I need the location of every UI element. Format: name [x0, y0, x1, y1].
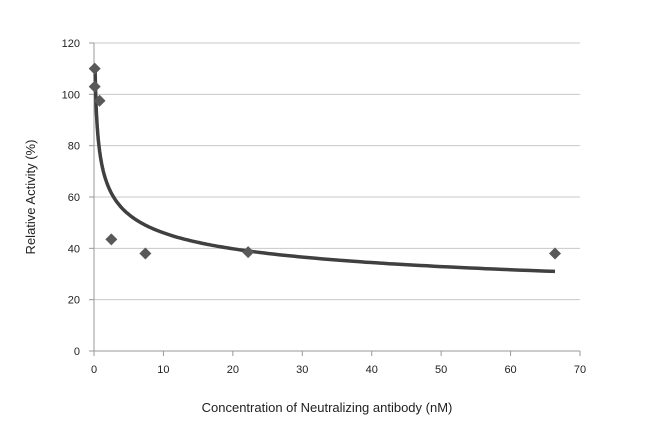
data-point — [93, 94, 106, 107]
x-axis-label: Concentration of Neutralizing antibody (… — [202, 400, 453, 415]
y-tick-label: 20 — [68, 295, 80, 307]
y-tick-label: 60 — [68, 192, 80, 204]
x-tick-label: 30 — [296, 364, 308, 376]
x-tick-label: 10 — [157, 364, 169, 376]
data-point — [88, 62, 101, 75]
tick-labels: 0 20 40 60 80 100 120 0 10 20 30 40 50 60 70 — [62, 38, 586, 376]
x-tick-label: 20 — [227, 364, 239, 376]
x-tick-label: 0 — [91, 364, 97, 376]
gridlines — [94, 42, 580, 301]
x-tick-label: 40 — [366, 364, 378, 376]
y-tick-label: 0 — [74, 346, 80, 358]
data-point — [88, 80, 101, 93]
y-tick-label: 120 — [62, 38, 80, 50]
trendline — [93, 66, 556, 274]
y-tick-label: 100 — [62, 89, 80, 101]
data-point — [549, 247, 562, 260]
x-tick-label: 50 — [435, 364, 447, 376]
data-point — [105, 233, 118, 246]
data-points — [88, 62, 562, 260]
x-tick-label: 60 — [504, 364, 516, 376]
y-tick-label: 80 — [68, 141, 80, 153]
data-point — [139, 247, 152, 260]
data-point — [242, 246, 255, 259]
axes — [89, 42, 581, 356]
y-tick-label: 40 — [68, 243, 80, 255]
x-tick-label: 70 — [574, 364, 586, 376]
y-axis-label: Relative Activity (%) — [23, 140, 38, 255]
